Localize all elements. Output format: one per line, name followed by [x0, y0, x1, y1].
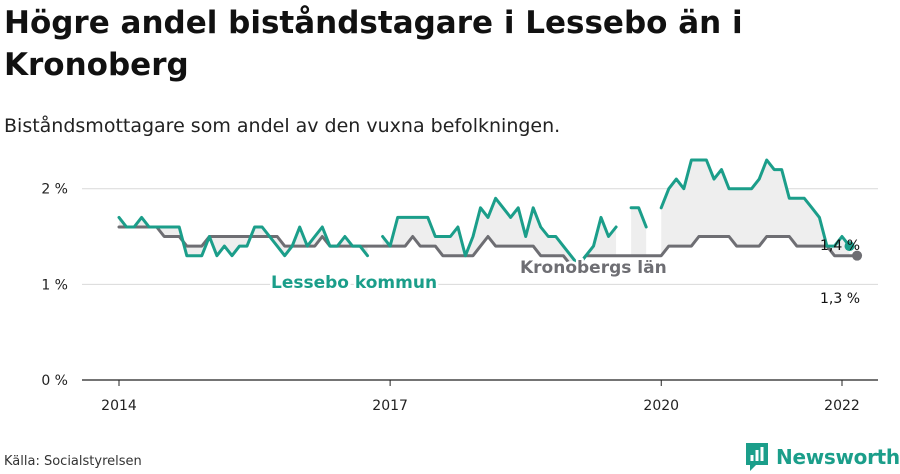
- end-point-lessebo: [844, 241, 855, 252]
- y-tick-label: 0 %: [41, 373, 68, 389]
- brand-logo: Newsworthy: [744, 440, 900, 474]
- y-tick-label: 1 %: [41, 277, 68, 293]
- end-label-kronoberg: 1,3 %: [820, 291, 860, 307]
- chart-subtitle: Biståndsmottagare som andel av den vuxna…: [4, 115, 561, 137]
- series-label-kronoberg: Kronobergs län: [520, 258, 667, 278]
- series-line-kronobergs-lan: [117, 225, 859, 267]
- series-label-lessebo: Lessebo kommun: [271, 273, 437, 293]
- brand-name: Newsworthy: [776, 445, 900, 469]
- x-tick-label: 2020: [643, 398, 679, 414]
- series-line-lessebo-kommun: [117, 158, 851, 267]
- y-tick-label: 2 %: [41, 182, 68, 198]
- newsworthy-logo-icon: [746, 443, 768, 471]
- end-point-kronoberg: [852, 250, 863, 261]
- x-tick-label: 2014: [101, 398, 137, 414]
- x-tick-label: 2022: [824, 398, 860, 414]
- source-note: Källa: Socialstyrelsen: [4, 454, 142, 469]
- x-tick-label: 2017: [372, 398, 408, 414]
- chart-title: Högre andel biståndstagare i Lessebo än …: [4, 5, 743, 83]
- end-label-lessebo: 1,4 %: [820, 238, 860, 254]
